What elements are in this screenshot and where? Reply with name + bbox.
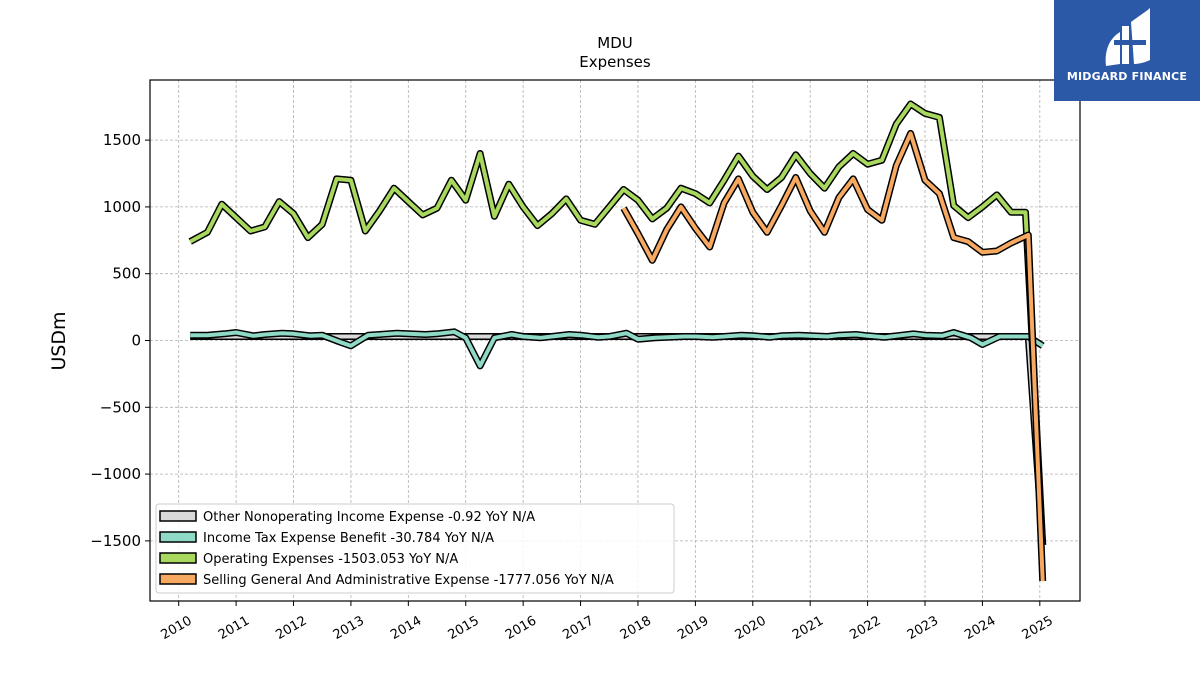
x-tick-label: 2012	[273, 613, 309, 643]
legend-entry-2: Operating Expenses -1503.053 YoY N/A	[203, 552, 458, 567]
y-tick-label: 1000	[103, 198, 141, 216]
y-tick-label: 500	[112, 265, 141, 283]
x-tick-label: 2022	[847, 613, 883, 643]
y-tick-label: −500	[100, 398, 141, 416]
chart-subtitle: Expenses	[579, 53, 651, 71]
legend-entry-0: Other Nonoperating Income Expense -0.92 …	[203, 510, 535, 525]
plot-frame	[149, 79, 1081, 602]
chart-title: MDU	[597, 34, 632, 52]
series-layer	[188, 100, 1047, 582]
series-2-line	[189, 102, 1045, 546]
y-tick-label: 1500	[103, 131, 141, 149]
legend-swatch	[159, 531, 197, 543]
legend-swatch	[159, 552, 197, 564]
logo-text: MIDGARD FINANCE	[1066, 70, 1188, 83]
logo-mark-icon	[1105, 8, 1150, 66]
legend-entry-3: Selling General And Administrative Expen…	[203, 573, 614, 588]
x-tick-label: 2017	[560, 613, 596, 643]
legend-swatch	[159, 510, 197, 522]
x-tick-label: 2018	[618, 613, 654, 643]
y-axis-label: USDm	[48, 311, 70, 370]
legend-entry-1: Income Tax Expense Benefit -30.784 YoY N…	[203, 531, 494, 546]
x-tick-label: 2019	[675, 613, 711, 643]
x-tick-label: 2020	[733, 613, 769, 643]
legend: Other Nonoperating Income Expense -0.92 …	[155, 503, 675, 594]
series-2-outline	[188, 100, 1047, 546]
y-tick-label: 0	[131, 332, 141, 350]
x-tick-label: 2024	[962, 613, 998, 643]
y-tick-label: −1000	[90, 465, 141, 483]
x-tick-label: 2021	[790, 613, 826, 643]
x-tick-label: 2014	[388, 613, 424, 643]
series-1-line	[190, 329, 1044, 368]
series-3-line	[621, 131, 1045, 582]
x-tick-label: 2025	[1020, 613, 1056, 643]
x-tick-label: 2023	[905, 613, 941, 643]
legend-swatch	[159, 573, 197, 585]
x-tick-label: 2016	[503, 613, 539, 643]
x-tick-label: 2010	[159, 613, 195, 643]
midgard-finance-logo: MIDGARD FINANCE	[1054, 0, 1200, 101]
legend-box	[155, 503, 675, 594]
x-tick-label: 2015	[446, 613, 482, 643]
series-3-outline	[620, 129, 1047, 582]
x-tick-label: 2013	[331, 613, 367, 643]
y-tick-label: −1500	[90, 532, 141, 550]
x-tick-label: 2011	[216, 613, 252, 643]
